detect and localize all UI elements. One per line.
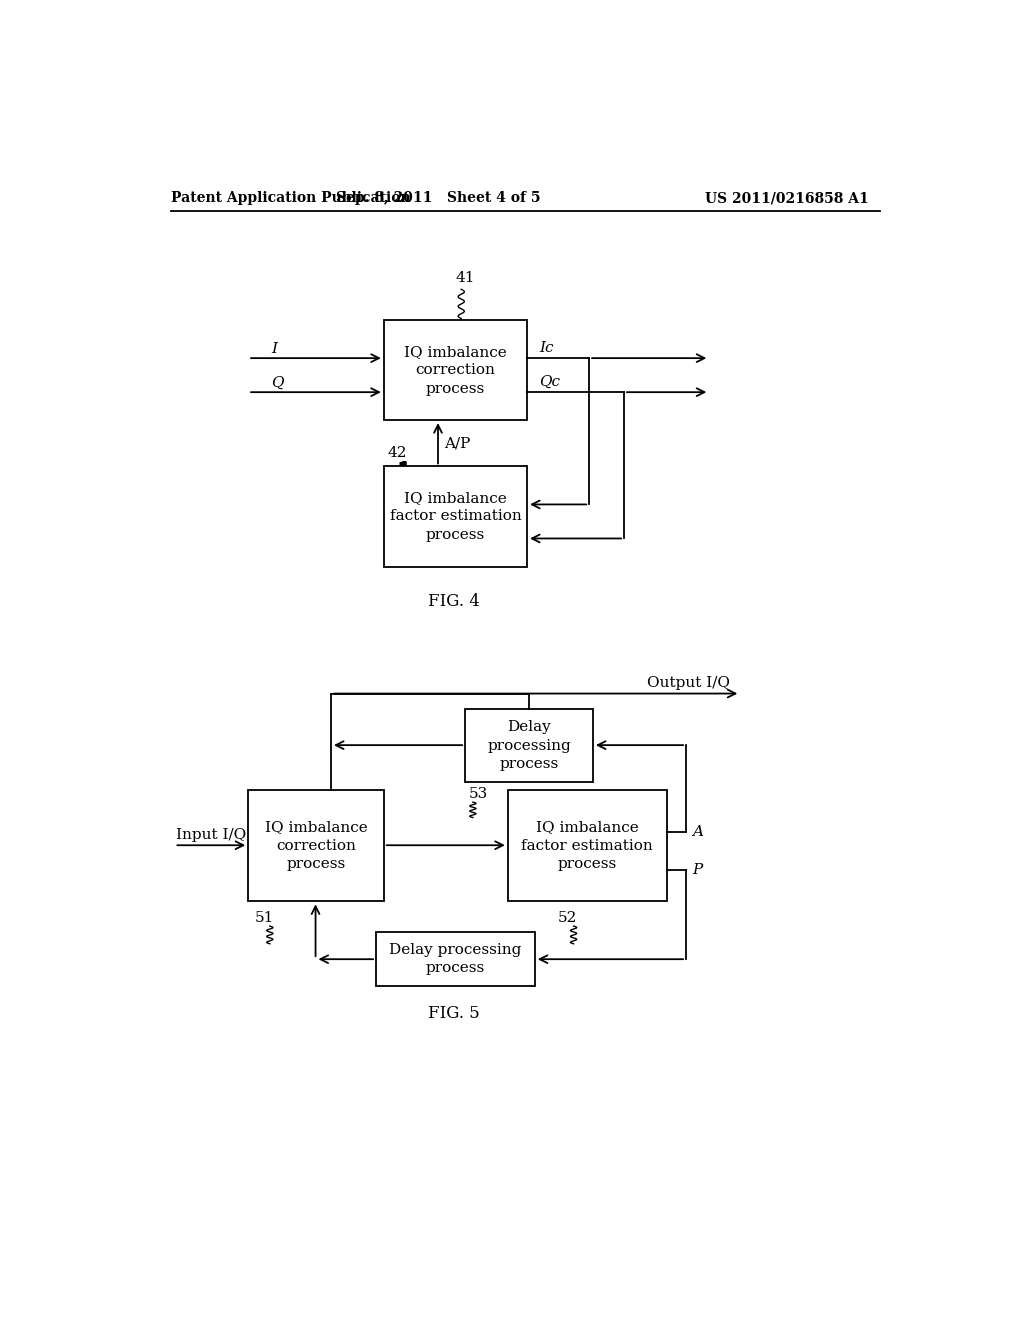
Text: 53: 53: [469, 787, 488, 801]
Bar: [248, 789, 384, 902]
Bar: [376, 932, 535, 986]
Text: Qc: Qc: [539, 375, 560, 389]
Text: 41: 41: [455, 271, 474, 285]
Text: P: P: [692, 863, 702, 878]
Bar: [508, 789, 667, 902]
Text: FIG. 4: FIG. 4: [428, 593, 479, 610]
Text: 52: 52: [558, 911, 578, 924]
Text: Q: Q: [271, 376, 284, 389]
Text: Output I/Q: Output I/Q: [647, 676, 730, 690]
Text: Delay
processing
process: Delay processing process: [487, 721, 571, 771]
Text: A: A: [692, 825, 703, 840]
Text: IQ imbalance
factor estimation
process: IQ imbalance factor estimation process: [521, 820, 653, 871]
Text: 42: 42: [388, 446, 408, 459]
Bar: [465, 709, 593, 781]
Text: Patent Application Publication: Patent Application Publication: [171, 191, 411, 206]
Text: 51: 51: [254, 911, 273, 924]
Text: IQ imbalance
correction
process: IQ imbalance correction process: [264, 820, 368, 871]
Text: Delay processing
process: Delay processing process: [389, 942, 521, 975]
Text: IQ imbalance
factor estimation
process: IQ imbalance factor estimation process: [389, 491, 521, 541]
Bar: [384, 321, 527, 420]
Bar: [384, 466, 527, 566]
Text: IQ imbalance
correction
process: IQ imbalance correction process: [404, 345, 507, 396]
Text: FIG. 5: FIG. 5: [428, 1005, 479, 1022]
Text: Sep. 8, 2011   Sheet 4 of 5: Sep. 8, 2011 Sheet 4 of 5: [336, 191, 541, 206]
Text: US 2011/0216858 A1: US 2011/0216858 A1: [705, 191, 868, 206]
Text: Ic: Ic: [539, 341, 553, 355]
Text: I: I: [271, 342, 278, 356]
Text: A/P: A/P: [444, 437, 471, 450]
Text: Input I/Q: Input I/Q: [176, 828, 247, 842]
